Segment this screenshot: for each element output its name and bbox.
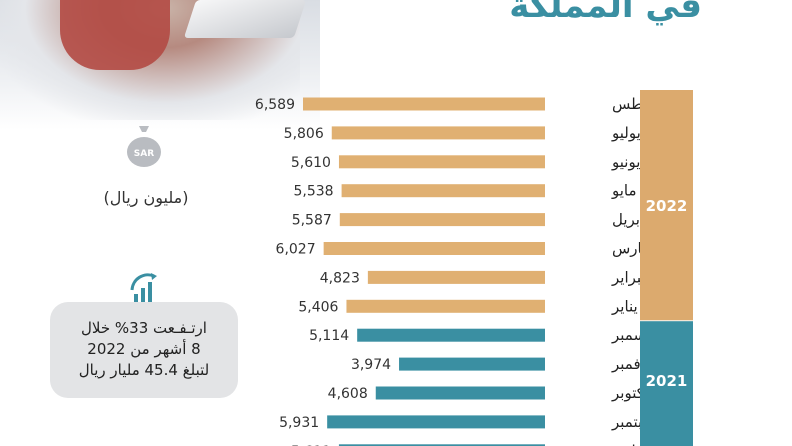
bar-2022-7 (346, 299, 545, 313)
value-label: 5,610 (291, 155, 331, 171)
bar-2022-3 (341, 184, 545, 198)
category-label: أكتوبر (611, 383, 648, 402)
value-label: 5,806 (284, 126, 324, 142)
value-label: 6,589 (255, 97, 295, 113)
category-label: فبراير (611, 268, 649, 286)
page-title: في المملكة (509, 0, 702, 26)
bar-2021-3 (327, 415, 545, 429)
value-label: 5,406 (298, 299, 338, 315)
year-label: 2022 (646, 197, 688, 215)
category-label: يونيو (611, 153, 640, 171)
info-line-3: لتبلغ 45.4 مليار ريال (78, 361, 210, 379)
unit-label: (مليون ريال) (103, 188, 189, 207)
bar-2022-1 (331, 126, 545, 140)
bar-2021-0 (357, 328, 545, 342)
money-bag-icon: SAR (127, 126, 161, 167)
category-label: يناير (611, 297, 638, 315)
year-band-2022 (640, 90, 693, 321)
bar-2022-4 (339, 213, 545, 227)
value-label: 6,027 (276, 242, 316, 258)
category-label: مايو (611, 182, 637, 200)
value-label: 5,611 (291, 444, 331, 446)
value-label: 5,931 (279, 415, 319, 431)
bar-2021-1 (399, 357, 545, 371)
info-line-2: 8 أشهر من 2022 (87, 340, 201, 358)
bar-2021-4 (338, 444, 545, 446)
info-line-1: ارتـفـعت 33% خلال (81, 319, 207, 337)
hero-photo (0, 0, 320, 130)
bag-currency-text: SAR (134, 149, 154, 159)
year-label: 2021 (646, 372, 688, 390)
category-label: يوليو (611, 124, 641, 142)
value-label: 4,608 (328, 386, 368, 402)
value-label: 5,114 (309, 328, 349, 344)
growth-chart-icon (130, 273, 157, 306)
category-label: أبريل (612, 210, 644, 229)
bar-2022-6 (367, 270, 545, 284)
info-box (50, 302, 238, 398)
bar-2022-2 (338, 155, 545, 169)
bar-2022-5 (323, 242, 545, 255)
info-text: ارتـفـعت 33% خلال 8 أشهر من 2022 لتبلغ 4… (56, 318, 232, 381)
hero-suit (60, 0, 170, 70)
bar-2022-0 (303, 97, 545, 111)
value-label: 3,974 (351, 357, 391, 373)
value-label: 5,538 (294, 184, 334, 200)
value-label: 5,587 (292, 213, 332, 229)
year-band-2021 (640, 321, 693, 446)
bar-2021-2 (375, 386, 545, 400)
value-label: 4,823 (320, 270, 360, 286)
